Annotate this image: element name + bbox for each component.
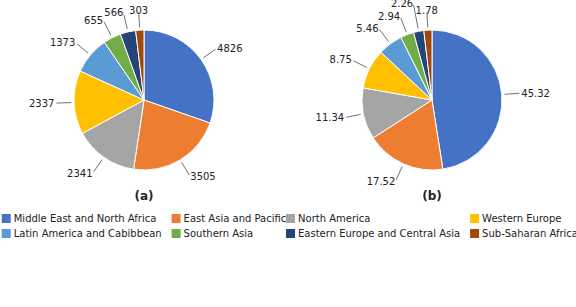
legend-label: East Asia and Pacific xyxy=(184,213,287,224)
legend-swatch xyxy=(2,229,11,238)
legend-swatch xyxy=(286,214,295,223)
legend-item: Latin America and Cabibbean xyxy=(2,228,162,239)
chart-title: (b) xyxy=(422,189,442,203)
legend-label: Sub-Saharan Africa xyxy=(482,228,576,239)
legend-label: Southern Asia xyxy=(184,228,254,239)
legend-swatch xyxy=(470,229,479,238)
leader-line xyxy=(401,18,406,32)
legend-item: Sub-Saharan Africa xyxy=(470,228,576,239)
data-label: 8.75 xyxy=(330,54,352,65)
leader-line xyxy=(182,162,190,175)
data-label: 1373 xyxy=(50,37,75,48)
pie-slice xyxy=(120,31,144,100)
data-label: 17.52 xyxy=(367,176,396,187)
leader-line xyxy=(203,49,215,58)
pie-slice xyxy=(134,100,211,170)
leader-line xyxy=(354,61,367,68)
leader-line xyxy=(124,15,127,29)
data-label: 303 xyxy=(129,5,148,16)
legend-swatch xyxy=(2,214,11,223)
pie-slice xyxy=(414,30,432,100)
legend-swatch xyxy=(172,229,181,238)
legend-item: Middle East and North Africa xyxy=(2,213,157,224)
legend-item: Southern Asia xyxy=(172,228,254,239)
legend-swatch xyxy=(470,214,479,223)
data-label: 2337 xyxy=(29,98,54,109)
data-label: 2341 xyxy=(67,168,92,179)
data-label: 2.26 xyxy=(391,0,413,9)
leader-line xyxy=(104,22,111,35)
leader-line xyxy=(94,160,102,172)
chart-title: (a) xyxy=(134,189,153,203)
legend-label: North America xyxy=(298,213,370,224)
legend: Middle East and North Africa East Asia an… xyxy=(2,213,287,239)
data-label: 1.78 xyxy=(416,5,438,16)
leader-line xyxy=(77,44,88,54)
chart-canvas: 4826 3505 2341 2337 1373 655566 303 (a) Middle E… xyxy=(0,0,576,307)
data-label: 3505 xyxy=(190,171,215,182)
leader-line xyxy=(505,93,520,94)
data-label: 11.34 xyxy=(316,112,345,123)
data-label: 4826 xyxy=(217,43,242,54)
data-label: 655 xyxy=(84,15,103,26)
pie-slice xyxy=(136,30,144,100)
pie-slice xyxy=(432,30,502,169)
data-label: 2.94 xyxy=(378,11,400,22)
leader-line xyxy=(346,114,361,117)
legend-swatch xyxy=(286,229,295,238)
legend-swatch xyxy=(172,214,181,223)
legend-label: Latin America and Cabibbean xyxy=(14,228,162,239)
pie-chart: 4826 3505 2341 2337 1373 655566 303 (a) Middle E… xyxy=(2,5,287,239)
legend-item: East Asia and Pacific xyxy=(172,213,287,224)
legend-label: Middle East and North Africa xyxy=(14,213,157,224)
legend-label: Western Europe xyxy=(482,213,561,224)
legend-item: Western Europe xyxy=(470,213,561,224)
data-label: 566 xyxy=(104,7,123,18)
pie-slice xyxy=(424,30,432,100)
legend: North America Western Europe Eastern Europ… xyxy=(286,213,576,239)
legend-item: Eastern Europe and Central Asia xyxy=(286,228,460,239)
leader-line xyxy=(56,102,71,104)
pie-chart: 45.32 17.52 11.34 8.75 5.462.94 2.261.78 (b) No… xyxy=(286,0,576,239)
leader-line xyxy=(380,30,389,42)
leader-line xyxy=(396,166,402,180)
data-label: 5.46 xyxy=(356,23,378,34)
legend-item: North America xyxy=(286,213,370,224)
data-label: 45.32 xyxy=(521,88,550,99)
legend-label: Eastern Europe and Central Asia xyxy=(298,228,460,239)
